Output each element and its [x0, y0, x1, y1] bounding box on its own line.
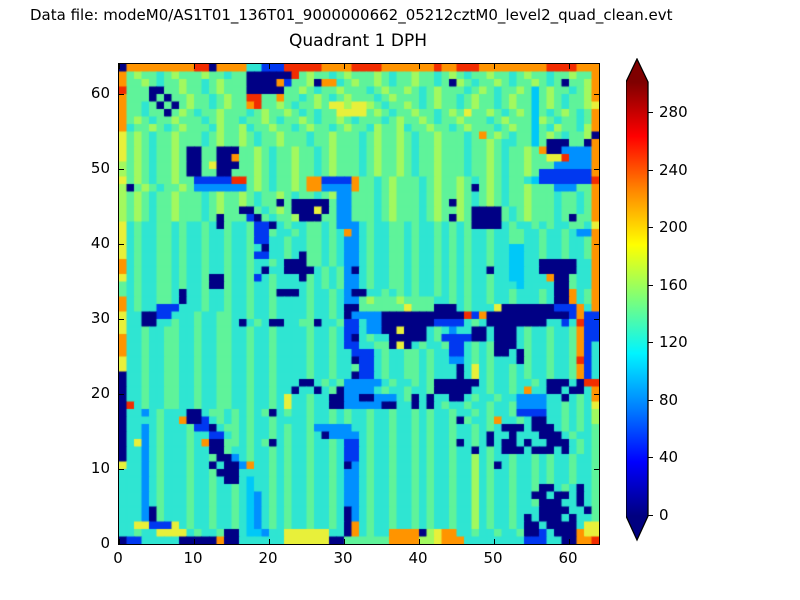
colorbar-tick-mark: [648, 227, 653, 229]
y-tick-label: 60: [90, 84, 110, 102]
x-tick-label: 50: [483, 549, 503, 567]
axis-tick-mark: [194, 539, 195, 544]
x-tick-label: 20: [258, 549, 278, 567]
axis-tick-mark: [119, 244, 124, 245]
y-tick-label: 30: [90, 309, 110, 327]
y-tick-label: 0: [100, 534, 110, 552]
colorbar: 280 240 200 160 120 80 40 0: [625, 57, 726, 548]
axis-tick-mark: [569, 539, 570, 544]
colorbar-tick-mark: [648, 399, 653, 401]
x-tick-label: 0: [113, 549, 123, 567]
colorbar-tick-mark: [648, 169, 653, 171]
colorbar-tick-mark: [648, 457, 653, 459]
colorbar-tick-label: 80: [659, 390, 679, 409]
colorbar-tick-label: 160: [659, 275, 688, 294]
axis-tick-mark: [344, 64, 345, 69]
colorbar-tick-mark: [648, 515, 653, 516]
axis-tick-mark: [494, 64, 495, 69]
axis-tick-mark: [119, 469, 124, 470]
axis-tick-mark: [594, 94, 599, 95]
axis-tick-mark: [119, 169, 124, 170]
y-tick-label: 10: [90, 459, 110, 477]
axis-tick-mark: [419, 539, 420, 544]
y-axis-tick-labels: 0 10 20 30 40 50 60: [66, 63, 110, 552]
colorbar-tick-mark: [648, 342, 653, 344]
colorbar-tick-label: 280: [659, 103, 688, 121]
axis-tick-mark: [119, 394, 124, 395]
colorbar-tick-mark: [648, 284, 653, 286]
x-tick-label: 40: [408, 549, 428, 567]
axis-tick-mark: [119, 319, 124, 320]
x-tick-label: 60: [558, 549, 578, 567]
y-tick-label: 40: [90, 234, 110, 252]
axis-tick-mark: [269, 64, 270, 69]
axis-tick-mark: [594, 319, 599, 320]
x-tick-label: 10: [183, 549, 203, 567]
colorbar-tick-label: 0: [659, 506, 669, 524]
axis-tick-mark: [494, 539, 495, 544]
x-tick-label: 30: [333, 549, 353, 567]
axis-tick-mark: [594, 394, 599, 395]
y-tick-label: 50: [90, 159, 110, 177]
y-tick-label: 20: [90, 384, 110, 402]
axis-tick-mark: [119, 94, 124, 95]
axis-tick-mark: [194, 64, 195, 69]
axis-tick-mark: [119, 64, 120, 69]
axis-tick-mark: [269, 539, 270, 544]
data-file-label: Data file: modeM0/AS1T01_136T01_90000006…: [30, 6, 673, 24]
plot-title: Quadrant 1 DPH: [289, 31, 427, 51]
axis-tick-mark: [119, 539, 120, 544]
axis-tick-mark: [594, 169, 599, 170]
axis-tick-mark: [569, 64, 570, 69]
colorbar-tick-label: 120: [659, 333, 688, 352]
heatmap-axes: [118, 63, 600, 545]
axis-tick-mark: [119, 544, 124, 545]
axis-tick-mark: [344, 539, 345, 544]
axis-tick-mark: [594, 469, 599, 470]
colorbar-tick-label: 200: [659, 218, 688, 237]
colorbar-tick-label: 240: [659, 160, 688, 179]
axis-tick-mark: [594, 544, 599, 545]
colorbar-svg: [625, 57, 649, 542]
colorbar-tick-mark: [648, 112, 653, 113]
axis-tick-mark: [594, 244, 599, 245]
colorbar-tick-label: 40: [659, 448, 679, 467]
heatmap-image: [119, 64, 599, 544]
x-axis-tick-labels: 0 10 20 30 40 50 60: [113, 549, 600, 569]
axis-tick-mark: [419, 64, 420, 69]
